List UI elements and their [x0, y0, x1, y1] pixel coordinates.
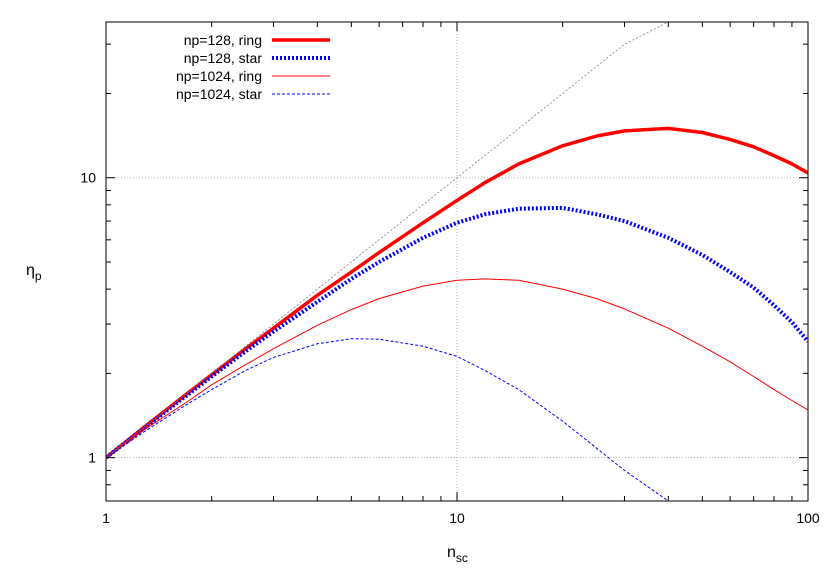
- ticks: 1 10 100 1 10: [80, 22, 820, 526]
- y-tick-label: 10: [80, 170, 96, 186]
- series-layer: [106, 22, 808, 501]
- y-axis-label-main: η: [26, 262, 35, 279]
- series-line-np-128-ring: [106, 126, 808, 459]
- series-line-np-1024-ring: [106, 278, 808, 459]
- legend-label: np=1024, star: [176, 86, 262, 102]
- x-tick-label: 10: [449, 510, 465, 526]
- x-axis-label-main: n: [447, 544, 456, 561]
- legend: np=128, ring np=128, star np=1024, ring np=…: [176, 32, 330, 102]
- y-axis-label-sub: p: [35, 269, 42, 283]
- series-line-np-1024-star: [106, 338, 669, 501]
- x-tick-label: 1: [102, 510, 110, 526]
- series-line-np-128-star: [106, 205, 808, 460]
- legend-label: np=128, star: [184, 50, 263, 66]
- y-tick-label: 1: [88, 450, 96, 466]
- legend-label: np=128, ring: [184, 32, 262, 48]
- y-axis-label: ηp: [26, 262, 42, 283]
- x-axis-label-sub: sc: [456, 551, 468, 565]
- reference-line: [106, 22, 669, 458]
- x-tick-label: 100: [796, 510, 820, 526]
- legend-label: np=1024, ring: [176, 68, 262, 84]
- x-axis-label: nsc: [447, 544, 468, 565]
